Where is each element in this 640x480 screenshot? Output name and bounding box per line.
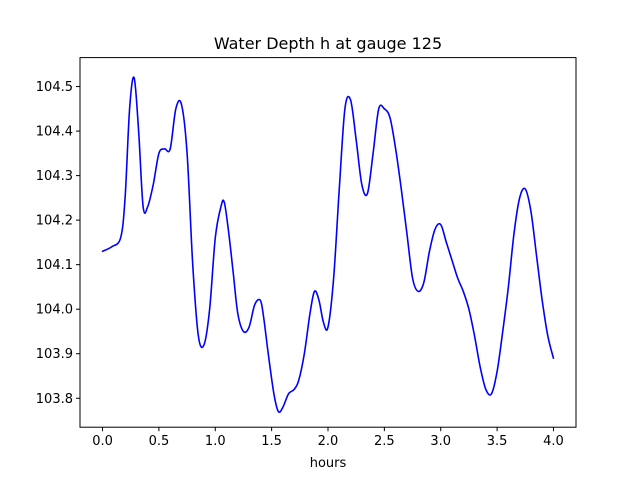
chart-title: Water Depth h at gauge 125 (214, 34, 442, 53)
plot-line-layer (101, 76, 555, 414)
y-tick-label: 103.8 (36, 392, 73, 407)
x-tick-label: 3.0 (430, 434, 451, 449)
y-tick-label: 104.5 (36, 80, 73, 95)
x-tick-label: 2.0 (318, 434, 339, 449)
x-tick-label: 0.5 (149, 434, 170, 449)
y-tick-label: 104.2 (36, 214, 73, 229)
y-tick-label: 104.0 (36, 303, 73, 318)
x-tick-label: 2.5 (374, 434, 395, 449)
y-tick-label: 104.4 (36, 125, 73, 140)
x-tick-label: 3.5 (487, 434, 508, 449)
x-tick-label: 1.0 (205, 434, 226, 449)
y-axis: 103.8 103.9 104.0 104.1 104.2 104.3 104.4 104.5 (36, 80, 80, 407)
x-tick-label: 0.0 (92, 434, 113, 449)
x-axis-label: hours (310, 456, 347, 471)
x-tick-label: 4.0 (543, 434, 564, 449)
y-tick-label: 103.9 (36, 347, 73, 362)
x-axis: 0.0 0.5 1.0 1.5 2.0 2.5 3.0 3.5 4.0 (92, 427, 564, 449)
y-tick-label: 104.1 (36, 258, 73, 273)
y-tick-label: 104.3 (36, 169, 73, 184)
x-tick-label: 1.5 (261, 434, 282, 449)
series-line-0 (101, 76, 555, 414)
